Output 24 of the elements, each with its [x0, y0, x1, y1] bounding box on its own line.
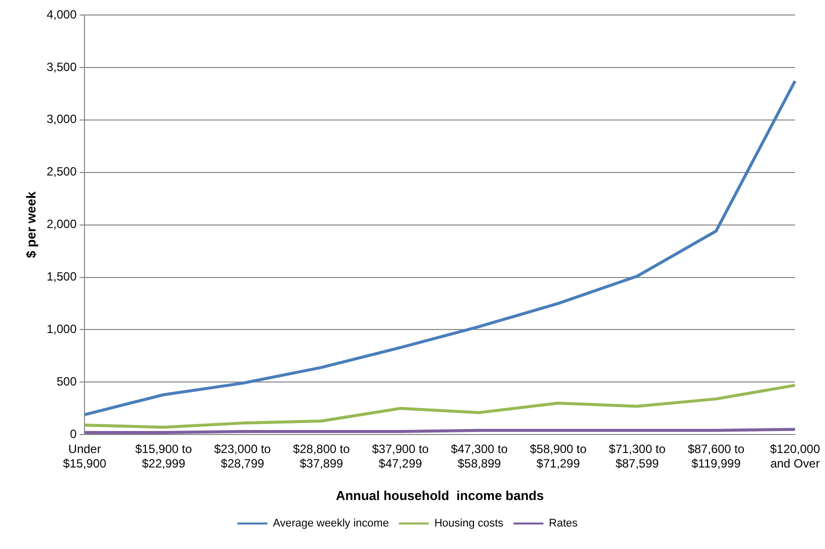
x-tick-label: Under $15,900 [62, 442, 107, 471]
y-tick-label: 1,500 [46, 270, 77, 284]
legend-label: Average weekly income [272, 518, 389, 530]
y-axis-title: $ per week [23, 190, 38, 258]
legend-label: Rates [548, 518, 578, 530]
x-tick-label: $87,600 to $119,999 [688, 442, 745, 471]
y-tick-label: 2,000 [46, 217, 77, 232]
x-tick-label: $23,000 to $28,799 [214, 442, 272, 471]
legend-label: Housing costs [434, 518, 504, 530]
x-tick-label: $58,900 to $71,299 [530, 442, 587, 471]
y-tick-label: 0 [70, 426, 77, 441]
x-tick-label: $71,300 to $87,599 [608, 442, 666, 471]
y-tick-label: 3,000 [46, 112, 77, 126]
y-tick-label: 500 [56, 374, 77, 388]
x-tick-label: $37,900 to $47,299 [372, 442, 430, 471]
y-tick-label: 3,500 [46, 60, 77, 74]
x-tick-label: $28,800 to $37,899 [293, 442, 350, 471]
x-tick-label: $120,000 and Over [770, 442, 820, 471]
x-tick-label: $15,900 to $22,999 [135, 442, 192, 471]
x-axis-title: Annual household income bands [336, 488, 544, 503]
x-tick-label: $47,300 to $58,899 [450, 442, 508, 471]
y-tick-label: 1,000 [46, 322, 77, 336]
y-tick-label: 2,500 [46, 164, 77, 179]
y-tick-label: 4,000 [46, 7, 77, 22]
